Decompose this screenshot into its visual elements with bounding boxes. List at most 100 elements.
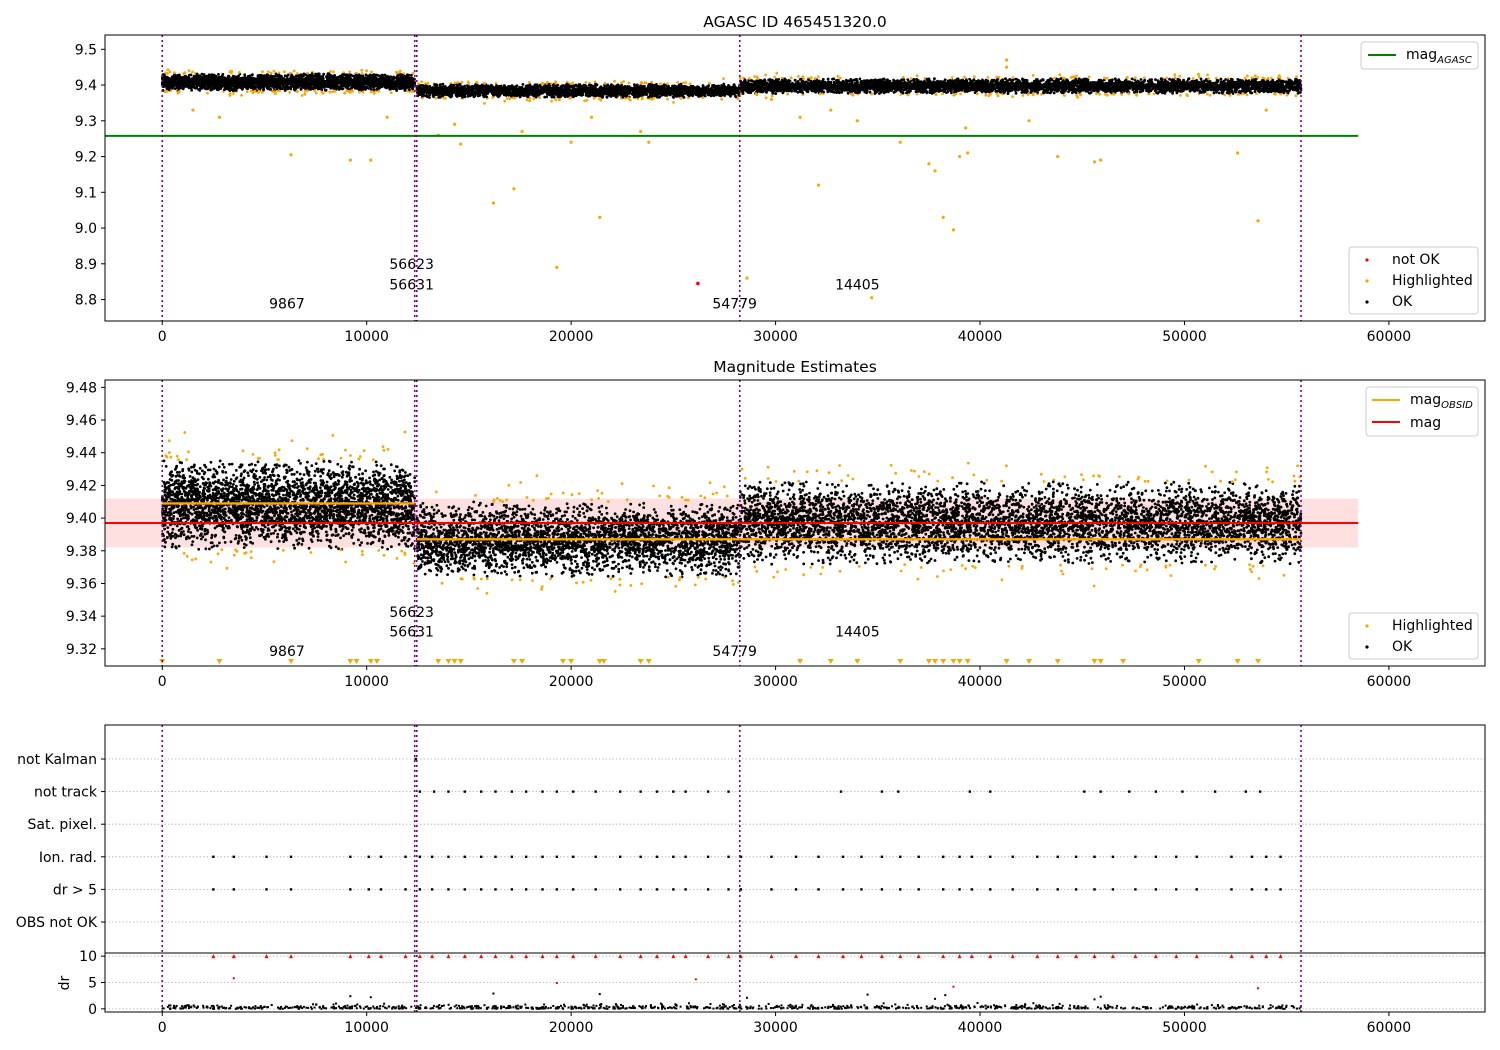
data-point <box>384 80 388 83</box>
data-point <box>411 71 415 75</box>
data-point <box>474 83 477 86</box>
data-point <box>240 93 243 97</box>
data-point <box>685 89 689 92</box>
data-point <box>334 83 338 86</box>
data-point <box>441 82 445 86</box>
data-point <box>532 97 536 101</box>
data-point <box>525 98 529 102</box>
data-point <box>220 79 224 82</box>
data-point <box>163 78 166 82</box>
data-point <box>395 70 398 74</box>
data-point <box>181 77 184 80</box>
data-point <box>249 89 253 93</box>
data-point <box>287 81 290 84</box>
data-point <box>185 81 189 85</box>
data-point <box>305 78 309 81</box>
data-point <box>431 94 435 98</box>
data-point <box>283 80 286 83</box>
data-point <box>460 88 463 92</box>
data-point <box>276 81 279 84</box>
data-point <box>691 93 695 97</box>
data-point <box>434 96 437 100</box>
data-point <box>177 90 181 93</box>
data-point <box>378 81 382 84</box>
data-point <box>263 74 266 77</box>
data-point <box>181 87 185 91</box>
data-point <box>203 87 207 90</box>
data-point <box>303 90 307 93</box>
agasc-magnitude-panel: AGASC ID 465451320.0 9867566235663154779… <box>75 13 1486 345</box>
data-point <box>647 95 650 99</box>
data-point <box>188 73 191 77</box>
data-point <box>679 97 683 100</box>
data-point <box>309 76 313 79</box>
data-point <box>314 79 318 83</box>
data-point <box>233 80 237 84</box>
data-point <box>387 78 391 82</box>
data-point <box>375 87 379 91</box>
data-point <box>483 102 486 105</box>
data-point <box>707 93 710 97</box>
data-point <box>276 78 279 82</box>
data-point <box>531 86 535 89</box>
data-point <box>528 99 531 103</box>
data-point <box>684 81 688 84</box>
data-point <box>398 70 402 74</box>
data-point <box>599 98 603 102</box>
data-point <box>191 70 194 74</box>
data-point <box>703 94 707 98</box>
data-point <box>231 85 235 88</box>
data-point <box>234 89 238 92</box>
data-point <box>301 79 305 83</box>
data-point <box>173 71 176 74</box>
data-point <box>213 84 217 88</box>
data-point <box>331 81 335 84</box>
data-point <box>249 76 252 80</box>
data-point <box>383 76 387 80</box>
data-point <box>616 83 620 87</box>
data-point <box>174 80 178 84</box>
data-point <box>272 69 276 73</box>
data-point <box>444 97 447 100</box>
data-point <box>269 84 273 88</box>
data-point <box>667 87 671 90</box>
data-point <box>578 87 582 90</box>
data-point <box>346 77 350 80</box>
data-point <box>526 95 530 99</box>
data-point <box>582 83 586 87</box>
data-point <box>365 69 368 73</box>
data-point <box>253 89 257 93</box>
data-point <box>349 83 352 86</box>
data-point <box>358 90 361 94</box>
data-point <box>639 85 643 88</box>
data-point <box>261 70 264 74</box>
data-point <box>708 89 712 93</box>
data-point <box>554 98 558 102</box>
data-point <box>626 85 629 88</box>
data-point <box>218 85 221 89</box>
data-point <box>268 88 272 91</box>
data-point <box>361 85 364 89</box>
data-point <box>358 82 362 86</box>
data-point <box>314 91 318 95</box>
data-point <box>603 81 607 85</box>
data-point <box>593 92 597 96</box>
data-point <box>565 93 569 97</box>
data-point <box>186 78 190 82</box>
data-point <box>244 76 247 80</box>
data-point <box>360 68 364 72</box>
data-point <box>401 81 405 85</box>
data-point <box>650 83 654 87</box>
data-point <box>403 89 407 92</box>
data-point <box>568 96 571 100</box>
data-point <box>395 87 398 91</box>
data-point <box>392 81 396 85</box>
data-point <box>264 84 268 88</box>
data-point <box>259 74 263 78</box>
data-point <box>587 89 591 93</box>
data-point <box>522 93 526 97</box>
data-point <box>614 95 618 99</box>
data-point <box>399 86 403 90</box>
data-point <box>666 82 669 86</box>
